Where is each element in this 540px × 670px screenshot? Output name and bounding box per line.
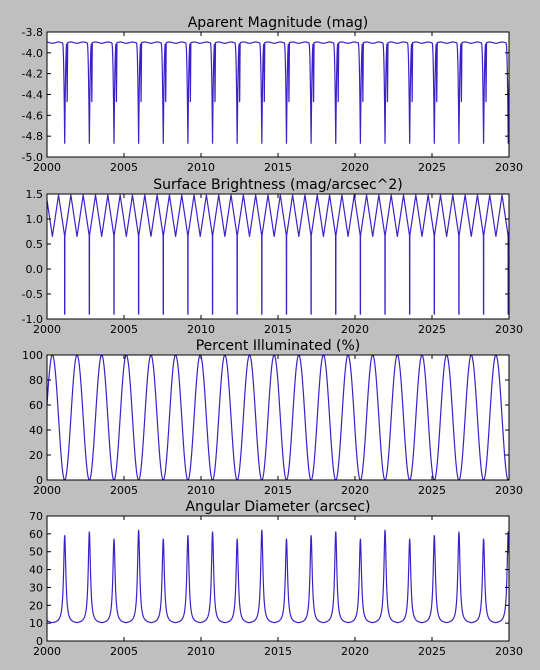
chart-panel-2: Surface Brightness (mag/arcsec^2) 2000 200… — [22, 177, 523, 336]
x-tick-label: 2030 — [495, 323, 523, 336]
plot-area — [47, 194, 509, 319]
series-line — [47, 355, 509, 480]
x-tick-label: 2030 — [495, 645, 523, 658]
x-tick-label: 2015 — [264, 484, 292, 497]
y-tick-label: 1.5 — [26, 188, 44, 201]
chart-title: Aparent Magnitude (mag) — [188, 15, 369, 31]
y-tick-label: 60 — [29, 399, 43, 412]
plot-area — [47, 516, 509, 641]
y-tick-label: 70 — [29, 510, 43, 523]
x-tick-label: 2025 — [418, 645, 446, 658]
y-tick-label: 10 — [29, 617, 43, 630]
x-tick-label: 2010 — [187, 645, 215, 658]
chart-title: Surface Brightness (mag/arcsec^2) — [153, 177, 403, 193]
series-line — [47, 41, 509, 144]
plot-area — [47, 355, 509, 480]
x-tick-label: 2010 — [187, 484, 215, 497]
x-tick-label: 2015 — [264, 645, 292, 658]
chart-title: Percent Illuminated (%) — [196, 338, 361, 354]
series-line — [47, 529, 509, 624]
x-tick-label: 2000 — [33, 323, 61, 336]
series-line — [47, 194, 509, 315]
x-tick-label: 2020 — [341, 645, 369, 658]
y-tick-label: 80 — [29, 374, 43, 387]
y-tick-label: 20 — [29, 599, 43, 612]
y-tick-label: -4.6 — [22, 109, 43, 122]
x-tick-label: 2000 — [33, 484, 61, 497]
chart-panel-4: Angular Diameter (arcsec)2000 2005 2010 201… — [29, 499, 523, 658]
y-tick-label: 0 — [36, 635, 43, 648]
y-tick-label: 50 — [29, 546, 43, 559]
y-tick-label: -1.0 — [22, 313, 43, 326]
y-tick-label: -4.0 — [22, 47, 43, 60]
y-tick-label: 0 — [36, 474, 43, 487]
y-tick-label: -3.8 — [22, 26, 43, 39]
chart-title: Angular Diameter (arcsec) — [186, 499, 371, 515]
y-tick-label: -4.8 — [22, 130, 43, 143]
x-tick-label: 2020 — [341, 161, 369, 174]
x-tick-label: 2005 — [110, 161, 138, 174]
x-tick-label: 2030 — [495, 161, 523, 174]
x-tick-label: 2000 — [33, 645, 61, 658]
x-tick-label: 2010 — [187, 323, 215, 336]
x-tick-label: 2000 — [33, 161, 61, 174]
x-tick-label: 2015 — [264, 323, 292, 336]
chart-panel-1: Aparent Magnitude (mag) 2000 2005 2010 2015 2… — [22, 15, 523, 174]
x-tick-label: 2010 — [187, 161, 215, 174]
y-tick-label: -0.5 — [22, 288, 43, 301]
y-tick-label: 40 — [29, 564, 43, 577]
y-tick-label: -5.0 — [22, 151, 43, 164]
x-tick-label: 2025 — [418, 323, 446, 336]
y-tick-label: -4.4 — [22, 89, 43, 102]
y-tick-label: 0.0 — [26, 263, 44, 276]
x-tick-label: 2020 — [341, 323, 369, 336]
x-tick-label: 2005 — [110, 323, 138, 336]
y-tick-label: -4.2 — [22, 68, 43, 81]
x-tick-label: 2020 — [341, 484, 369, 497]
x-tick-label: 2025 — [418, 484, 446, 497]
plot-area — [47, 32, 509, 157]
chart-panel-3: Percent Illuminated (%) 2000 2005 2010 2015 2… — [22, 338, 523, 497]
y-tick-label: 100 — [22, 349, 43, 362]
y-tick-label: 30 — [29, 581, 43, 594]
x-tick-label: 2005 — [110, 645, 138, 658]
x-tick-label: 2025 — [418, 161, 446, 174]
y-tick-label: 1.0 — [26, 213, 44, 226]
y-tick-label: 60 — [29, 528, 43, 541]
y-tick-label: 40 — [29, 424, 43, 437]
x-tick-label: 2005 — [110, 484, 138, 497]
y-tick-label: 0.5 — [26, 238, 44, 251]
x-tick-label: 2015 — [264, 161, 292, 174]
x-tick-label: 2030 — [495, 484, 523, 497]
y-tick-label: 20 — [29, 449, 43, 462]
